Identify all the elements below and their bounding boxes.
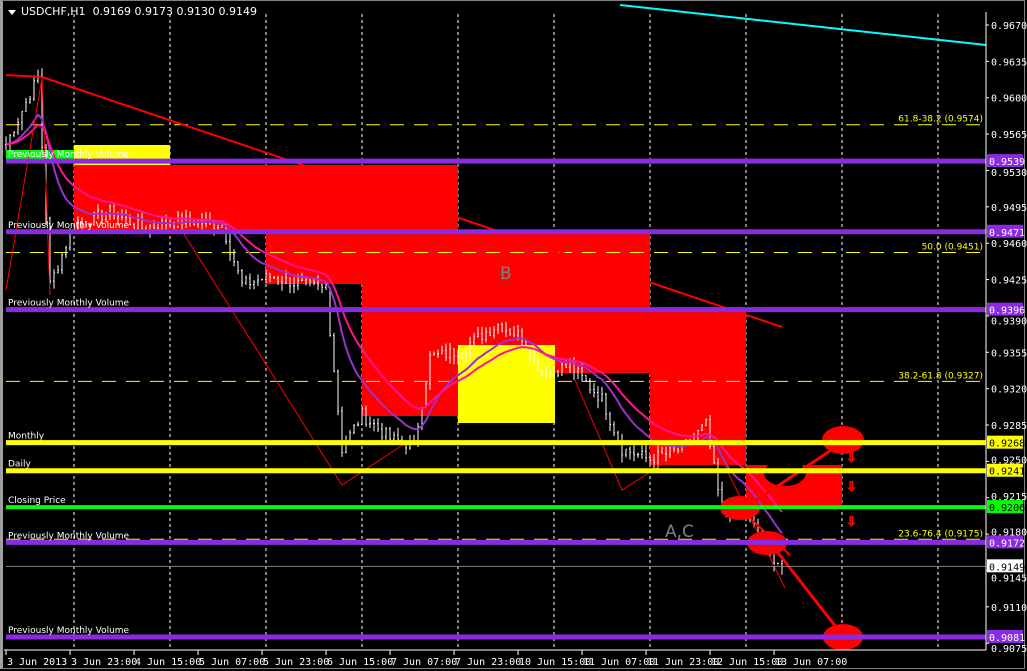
fibo-levels: 61.8-38.2 (0.9574) 50.0 (0.9451) 38.2-61.8… bbox=[6, 115, 986, 540]
price-tick-label: 0.9495 bbox=[991, 203, 1027, 214]
horizontal-levels: Previously Monthly Volume 0.9539 Previousl… bbox=[6, 150, 1025, 644]
zones bbox=[6, 145, 842, 505]
price-tag-label: 0.9172 bbox=[989, 538, 1025, 549]
price-tick-label: 0.9390 bbox=[991, 317, 1027, 328]
level-text: Monthly bbox=[8, 432, 45, 442]
fibo-label: 23.6-76.4 (0.9175) bbox=[898, 529, 983, 539]
price-tag-label: 0.9539 bbox=[989, 157, 1025, 168]
channel-line[interactable] bbox=[619, 4, 987, 46]
time-tick-label: 12 Jun 15:00 bbox=[711, 657, 783, 668]
fibo-label: 61.8-38.2 (0.9574) bbox=[898, 115, 983, 125]
price-tick-label: 0.9250 bbox=[991, 456, 1027, 467]
price-tick-label: 0.9215 bbox=[991, 492, 1027, 503]
arrow-down-icon: ⇩ bbox=[846, 480, 857, 495]
supply-zone bbox=[266, 232, 362, 284]
trend-line[interactable] bbox=[41, 76, 783, 328]
projection-line bbox=[744, 440, 844, 510]
current-price-label: 0.9149 bbox=[989, 562, 1025, 573]
price-tick-label: 0.9670 bbox=[991, 21, 1027, 32]
price-tick-label: 0.9530 bbox=[991, 168, 1027, 179]
price-tag bbox=[987, 154, 1023, 168]
price-tick-label: 0.9600 bbox=[991, 94, 1027, 105]
annotation-b: B bbox=[500, 264, 512, 284]
annotation-ac: A,C bbox=[665, 522, 694, 542]
time-tick-label: 7 Jun 23:00 bbox=[455, 657, 521, 668]
time-tick-label: 3 Jun 2013 bbox=[7, 657, 67, 668]
drawings bbox=[5, 4, 987, 650]
price-tick-label: 0.9565 bbox=[991, 130, 1027, 141]
price-tag bbox=[987, 435, 1023, 449]
fibo-label: 50.0 (0.9451) bbox=[922, 243, 983, 253]
price-tick-label: 0.9460 bbox=[991, 239, 1027, 250]
supply-zone bbox=[362, 232, 458, 416]
time-tick-label: 6 Jun 15:00 bbox=[327, 657, 393, 668]
time-tick-label: 3 Jun 23:00 bbox=[71, 657, 137, 668]
price-tag bbox=[987, 224, 1023, 238]
price-tag bbox=[987, 535, 1023, 549]
level-text: Previously Monthly Volume bbox=[8, 150, 130, 160]
time-tick-label: 10 Jun 15:00 bbox=[519, 657, 591, 668]
level-text: Previously Monthly Volume bbox=[8, 626, 130, 636]
projection-line bbox=[770, 544, 845, 637]
price-tick-label: 0.9635 bbox=[991, 57, 1027, 68]
fibo-label: 38.2-61.8 (0.9327) bbox=[898, 371, 983, 381]
price-tag bbox=[987, 302, 1023, 316]
price-tick-label: 0.9075 bbox=[991, 644, 1027, 655]
price-tag-label: 0.9396 bbox=[989, 306, 1025, 317]
level-text: Closing Price bbox=[8, 496, 66, 506]
time-tick-label: 5 Jun 07:00 bbox=[199, 657, 265, 668]
time-tick-label: 11 Jun 07:00 bbox=[583, 657, 655, 668]
level-text: Previously Monthly Volume bbox=[8, 531, 130, 541]
price-tick-label: 0.9110 bbox=[991, 603, 1027, 614]
time-tick-label: 13 Jun 07:00 bbox=[775, 657, 847, 668]
time-tick-label: 5 Jun 23:00 bbox=[263, 657, 329, 668]
arrows: ⇩ ⇩ ⇩ bbox=[846, 451, 858, 531]
level-text: Daily bbox=[8, 460, 31, 470]
axes: 0.9670 0.9635 0.9600 0.9565 0.9530 0.9495 0.94… bbox=[4, 12, 1027, 668]
time-tick-label: 4 Jun 15:00 bbox=[135, 657, 201, 668]
price-tag-label: 0.9241 bbox=[989, 467, 1025, 478]
trend-line[interactable] bbox=[5, 74, 43, 78]
current-price-tag bbox=[987, 559, 1023, 573]
price-tag bbox=[987, 463, 1023, 477]
arrow-down-icon: ⇩ bbox=[846, 451, 857, 466]
target-ellipse bbox=[822, 426, 864, 454]
price-tag-label: 0.9268 bbox=[989, 439, 1025, 450]
triangle-down-icon[interactable] bbox=[8, 9, 16, 15]
price-tick-label: 0.9145 bbox=[991, 573, 1027, 584]
price-tag bbox=[987, 500, 1023, 514]
price-tag-label: 0.9081 bbox=[989, 633, 1025, 644]
zigzag-line bbox=[5, 77, 51, 296]
time-tick-label: 7 Jun 07:00 bbox=[391, 657, 457, 668]
projection-line bbox=[751, 519, 791, 556]
arrow-down-icon: ⇩ bbox=[846, 515, 857, 530]
price-tick-label: 0.9180 bbox=[991, 527, 1027, 538]
time-tick-label: 11 Jun 23:00 bbox=[647, 657, 719, 668]
level-text: Previously Monthly Volume bbox=[8, 221, 130, 231]
ohlc-readout: 0.9169 0.9173 0.9130 0.9149 bbox=[92, 5, 258, 18]
supply-zone bbox=[555, 345, 650, 373]
zigzag-line bbox=[574, 379, 701, 491]
symbol-label: USDCHF,H1 bbox=[21, 5, 86, 18]
price-tag bbox=[987, 629, 1023, 643]
price-tick-label: 0.9320 bbox=[991, 385, 1027, 396]
price-tick-label: 0.9425 bbox=[991, 276, 1027, 287]
highlight-zone bbox=[458, 345, 555, 423]
ma-fast-line bbox=[5, 123, 783, 513]
price-tick-label: 0.9355 bbox=[991, 348, 1027, 359]
price-tag-label: 0.9206 bbox=[989, 503, 1025, 514]
chart-title: USDCHF,H1 0.9169 0.9173 0.9130 0.9149 bbox=[8, 5, 257, 18]
price-tag-label: 0.9471 bbox=[989, 228, 1025, 239]
level-text: Previously Monthly Volume bbox=[8, 299, 130, 309]
price-tick-label: 0.9285 bbox=[991, 421, 1027, 432]
